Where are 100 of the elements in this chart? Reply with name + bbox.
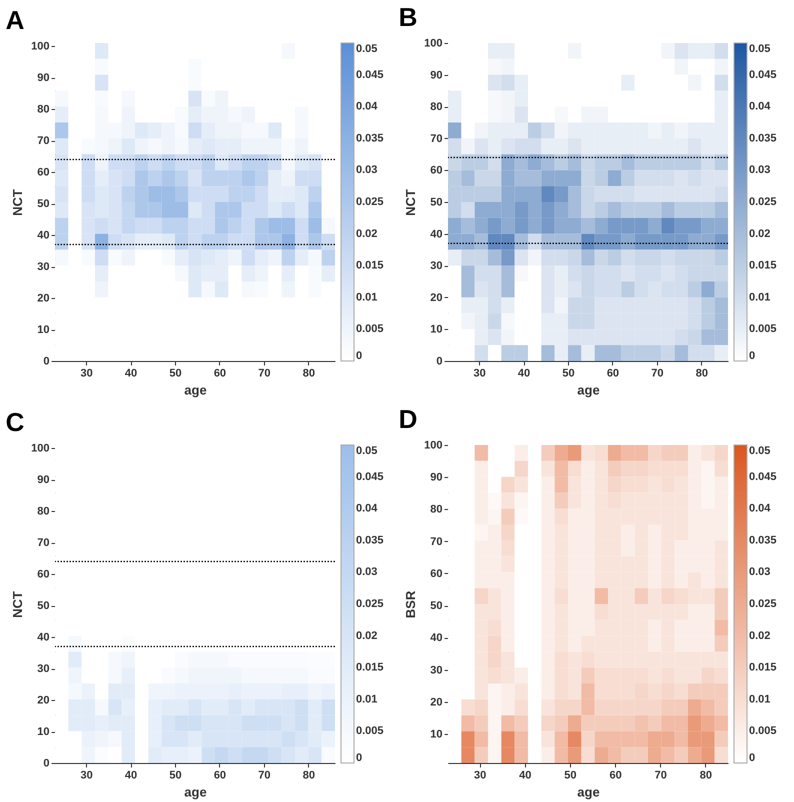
x-tick-label: 40	[124, 770, 138, 782]
x-tick-label: 30	[80, 368, 93, 380]
y-tick-label: 70	[430, 536, 442, 548]
y-tick-label: 10	[37, 324, 50, 336]
color-bar-label: 0.05	[356, 445, 378, 457]
y-tick-label: 20	[430, 696, 442, 708]
chart-title: D	[398, 404, 418, 434]
y-tick-label: 100	[424, 38, 442, 50]
x-tick-label: 40	[518, 368, 530, 380]
color-bar-label: 0.015	[356, 662, 384, 674]
color-bar-label: 0.035	[749, 132, 777, 144]
x-tick-label: 50	[169, 368, 182, 380]
color-bar-label: 0.015	[749, 662, 777, 674]
y-tick-label: 0	[43, 758, 50, 770]
y-tick-label: 30	[430, 664, 442, 676]
y-tick-label: 30	[430, 260, 442, 272]
y-tick-label: 30	[37, 663, 50, 676]
y-axis-title: BSR	[403, 590, 418, 618]
y-tick-label: 50	[430, 600, 442, 612]
color-bar-label: 0.04	[356, 502, 378, 515]
color-bar-label: 0.045	[356, 470, 384, 483]
x-tick-label: 60	[609, 770, 622, 782]
y-tick-label: 90	[37, 474, 50, 486]
y-tick-label: 90	[430, 472, 442, 484]
color-bar-label: 0.03	[356, 164, 378, 176]
x-tick-label: 30	[80, 770, 93, 782]
color-bar-label: 0.04	[356, 100, 378, 113]
color-bar-label: 0.045	[356, 68, 384, 81]
x-axis-title: age	[577, 382, 600, 398]
y-tick-label: 10	[37, 726, 50, 738]
x-tick-label: 60	[606, 368, 620, 380]
color-bar-label: 0	[749, 350, 756, 362]
y-tick-label: 40	[37, 230, 50, 242]
color-bar-label: 0.025	[749, 598, 777, 610]
x-tick-label: 80	[302, 770, 315, 782]
color-bar-label: 0.03	[749, 566, 770, 578]
color-bar-label: 0	[356, 350, 362, 362]
x-tick-label: 70	[258, 770, 271, 782]
x-tick-label: 40	[519, 770, 532, 782]
chart-title: B	[398, 2, 418, 32]
color-bar-label: 0.02	[356, 228, 378, 240]
y-tick-label: 50	[430, 196, 442, 208]
color-bar-label: 0.03	[356, 566, 378, 578]
x-tick-label: 70	[654, 770, 667, 782]
color-bar-label: 0.025	[356, 196, 384, 208]
y-tick-label: 100	[424, 440, 442, 452]
color-bar-label: 0.035	[356, 534, 384, 546]
y-tick-label: 60	[37, 568, 50, 581]
x-tick-label: 70	[651, 368, 664, 380]
color-bar-label: 0.005	[356, 323, 384, 336]
x-tick-label: 40	[124, 368, 138, 380]
x-tick-label: 70	[258, 368, 271, 380]
color-bar-label: 0.02	[749, 228, 770, 240]
color-bar-label: 0.025	[749, 196, 777, 208]
y-tick-label: 60	[37, 166, 50, 179]
y-tick-label: 100	[31, 442, 50, 455]
y-tick-label: 10	[430, 324, 442, 336]
x-tick-label: 30	[473, 368, 486, 380]
color-bar-label: 0.01	[356, 693, 378, 706]
y-tick-label: 80	[430, 504, 442, 516]
y-tick-label: 80	[430, 101, 442, 114]
x-tick-label: 50	[564, 770, 577, 782]
color-bar-label: 0.01	[356, 291, 378, 304]
y-tick-label: 40	[430, 228, 442, 240]
color-bar-label: 0.04	[749, 502, 772, 515]
x-tick-label: 80	[302, 368, 315, 380]
y-tick-label: 20	[37, 694, 50, 707]
y-tick-label: 70	[37, 135, 50, 148]
x-tick-label: 80	[696, 368, 708, 380]
x-axis-title: age	[577, 784, 600, 800]
x-tick-label: 50	[562, 368, 575, 380]
y-tick-label: 80	[37, 506, 50, 518]
y-tick-label: 60	[430, 164, 442, 177]
y-tick-label: 80	[37, 104, 50, 116]
color-bar-label: 0.02	[749, 630, 770, 642]
x-tick-label: 50	[169, 770, 182, 782]
y-tick-label: 10	[430, 728, 442, 741]
color-bar-label: 0.045	[749, 68, 777, 81]
y-tick-label: 0	[43, 356, 50, 368]
color-bar-label: 0.015	[356, 260, 384, 272]
color-bar-label: 0.05	[749, 43, 770, 55]
color-bar-label: 0.015	[749, 260, 777, 272]
color-bar-label: 0.025	[356, 598, 384, 610]
x-tick-label: 60	[214, 770, 226, 782]
y-tick-label: 40	[430, 632, 442, 644]
color-bar-label: 0.03	[749, 164, 770, 176]
y-axis-title: NCT	[403, 189, 418, 216]
color-bar-label: 0.01	[749, 291, 770, 304]
y-tick-label: 20	[37, 292, 50, 305]
color-bar-label: 0.005	[356, 725, 384, 738]
color-bar-label: 0.02	[356, 630, 378, 642]
y-tick-label: 20	[430, 292, 442, 304]
y-tick-label: 70	[430, 132, 442, 145]
y-axis-title: NCT	[10, 591, 26, 618]
y-tick-label: 50	[37, 600, 50, 612]
x-tick-label: 30	[474, 770, 486, 782]
color-bar-label: 0	[749, 752, 756, 764]
color-bar-label: 0.04	[749, 100, 772, 113]
color-bar-label: 0.045	[749, 470, 777, 483]
y-tick-label: 30	[37, 261, 50, 274]
